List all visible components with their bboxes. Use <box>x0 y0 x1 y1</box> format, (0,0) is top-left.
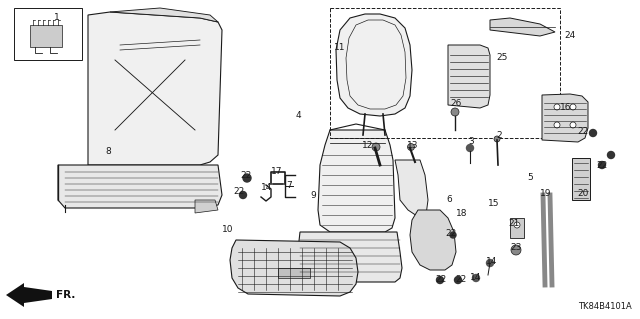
Circle shape <box>243 174 251 182</box>
Text: 15: 15 <box>488 199 500 209</box>
Circle shape <box>372 143 380 151</box>
Text: 22: 22 <box>435 276 447 285</box>
Polygon shape <box>24 287 52 303</box>
Text: 25: 25 <box>496 54 508 63</box>
Circle shape <box>494 136 500 142</box>
Circle shape <box>467 145 474 152</box>
Polygon shape <box>490 18 555 36</box>
Text: 22: 22 <box>596 161 607 170</box>
Circle shape <box>408 144 415 151</box>
Circle shape <box>570 122 576 128</box>
Circle shape <box>570 104 576 110</box>
Circle shape <box>514 222 520 228</box>
Circle shape <box>554 104 560 110</box>
Polygon shape <box>230 240 358 296</box>
Text: 14: 14 <box>261 183 273 192</box>
Text: 2: 2 <box>496 131 502 140</box>
Circle shape <box>589 130 596 137</box>
Text: 19: 19 <box>540 189 552 197</box>
Text: 24: 24 <box>564 31 575 40</box>
Circle shape <box>598 161 605 168</box>
Text: 3: 3 <box>468 137 474 145</box>
Text: 12: 12 <box>362 142 374 151</box>
Polygon shape <box>318 130 395 232</box>
Text: 7: 7 <box>286 182 292 190</box>
Circle shape <box>454 277 461 284</box>
Polygon shape <box>572 158 590 200</box>
Polygon shape <box>542 94 588 142</box>
Polygon shape <box>395 160 428 218</box>
Text: 22: 22 <box>577 127 589 136</box>
Text: 22: 22 <box>456 276 467 285</box>
Text: 8: 8 <box>105 147 111 157</box>
Text: 14: 14 <box>486 257 498 266</box>
Circle shape <box>607 152 614 159</box>
Text: 16: 16 <box>560 102 572 112</box>
Bar <box>330 8 560 138</box>
Text: 4: 4 <box>295 110 301 120</box>
Text: 13: 13 <box>407 140 419 150</box>
Text: 1: 1 <box>54 13 60 23</box>
Text: 9: 9 <box>310 191 316 201</box>
Text: 23: 23 <box>510 243 522 253</box>
Circle shape <box>486 259 493 266</box>
Text: 14: 14 <box>470 273 482 283</box>
Polygon shape <box>336 14 412 116</box>
Text: 22: 22 <box>241 172 252 181</box>
Polygon shape <box>296 232 402 282</box>
Circle shape <box>472 275 479 281</box>
Text: 26: 26 <box>451 99 461 108</box>
Text: 6: 6 <box>446 196 452 204</box>
Circle shape <box>511 245 521 255</box>
Text: 10: 10 <box>222 226 234 234</box>
Text: 18: 18 <box>456 210 468 219</box>
Circle shape <box>554 122 560 128</box>
Circle shape <box>436 277 444 284</box>
Polygon shape <box>448 45 490 108</box>
Polygon shape <box>110 8 218 22</box>
Polygon shape <box>30 25 62 47</box>
Text: 22: 22 <box>234 188 244 197</box>
Text: 20: 20 <box>577 189 589 197</box>
Text: TK84B4101A: TK84B4101A <box>579 302 632 311</box>
Bar <box>14 8 82 60</box>
Polygon shape <box>88 12 222 165</box>
Polygon shape <box>195 200 218 213</box>
Circle shape <box>450 232 456 238</box>
Text: 11: 11 <box>334 42 346 51</box>
Polygon shape <box>6 283 24 307</box>
Text: 22: 22 <box>445 229 456 239</box>
Circle shape <box>239 191 246 198</box>
Text: 21: 21 <box>508 219 520 228</box>
Polygon shape <box>278 268 310 278</box>
Polygon shape <box>58 165 222 208</box>
Text: 17: 17 <box>271 167 283 176</box>
Polygon shape <box>410 210 456 270</box>
Polygon shape <box>510 218 524 238</box>
Circle shape <box>451 108 459 116</box>
Text: 5: 5 <box>527 173 533 182</box>
Text: FR.: FR. <box>56 290 76 300</box>
